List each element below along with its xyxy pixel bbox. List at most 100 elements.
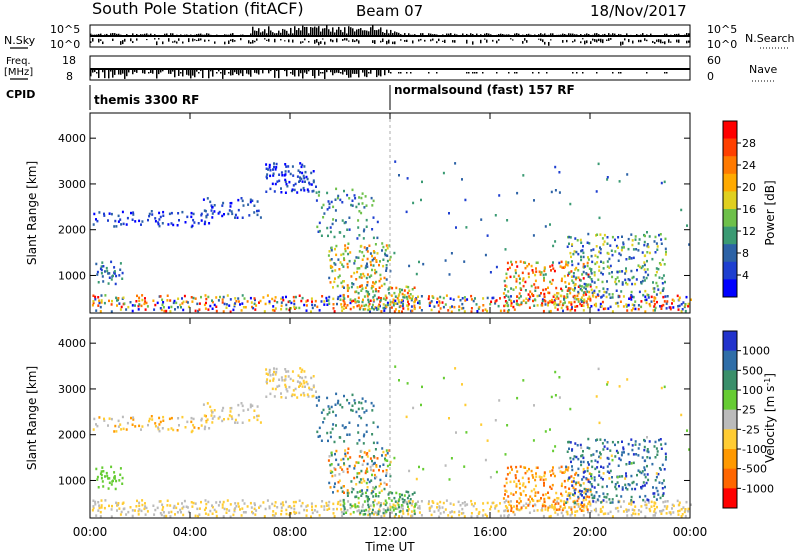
power-cell [417,295,419,298]
power-cell [595,234,597,237]
velocity-cell [211,417,214,420]
power-cell [595,286,598,289]
power-cell [298,306,301,310]
noise-search-bar [264,38,266,40]
power-cell [362,229,365,233]
power-cell [570,307,573,311]
velocity-cell [272,377,275,380]
noise-sky-bar [534,34,536,36]
noise-sky-bar [674,34,676,36]
power-cell [249,296,252,300]
velocity-cell [626,514,629,517]
velocity-cell [625,472,627,475]
velocity-cell [606,441,609,444]
velocity-cell [414,505,416,508]
power-cell [356,270,359,274]
power-cell [609,305,612,309]
velocity-cell [571,511,573,514]
power-cell [590,305,593,308]
power-cell [611,271,613,274]
power-cell [353,271,356,275]
velocity-cell [528,467,530,471]
velocity-cell [617,500,620,504]
cpid-mode-normalsound: normalsound (fast) 157 RF [394,83,575,97]
velocity-cell [290,506,293,510]
power-cell [377,296,380,299]
velocity-cell [600,465,602,468]
nave-dot [436,72,438,74]
velocity-cell [131,423,134,426]
velocity-cell [384,457,386,460]
nave-dot [508,72,510,74]
power-cell [497,304,500,308]
nave-bar [194,69,196,78]
velocity-cell [547,506,550,509]
power-cell [437,304,440,307]
noise-sky-bar [394,31,396,36]
power-cell [343,189,345,193]
nave-dot [290,72,292,74]
power-cell [620,290,623,293]
velocity-cell [462,511,465,515]
velocity-cell [310,515,312,518]
noise-sky-bar [664,33,666,36]
velocity-cell [388,449,391,452]
noise-sky-bar [318,26,320,36]
power-cell [353,262,356,265]
velocity-cell [371,459,373,463]
power-cell [371,268,373,272]
velocity-cell [179,508,182,512]
velocity-cell [577,457,580,461]
power-cell [680,310,683,313]
power-cell [323,303,326,306]
y-tick-label: 2000 [58,429,86,442]
power-cell [366,273,369,276]
velocity-cell [463,515,466,518]
power-cell [263,310,266,313]
velocity-cell [393,456,396,460]
power-cell [303,165,306,168]
power-cell [631,282,634,286]
velocity-cell [552,449,555,453]
power-cell [486,296,489,300]
power-cell [628,256,631,259]
nave-bar [274,69,276,78]
power-cell [301,180,304,183]
noise-search-bar [678,39,680,43]
power-cell [486,309,488,313]
velocity-cell [394,507,397,510]
velocity-cell [366,470,369,473]
velocity-cell [574,491,576,495]
power-cell [388,244,391,247]
power-cell [298,294,301,297]
velocity-cell [143,507,146,511]
velocity-cell [573,505,576,509]
power-cell [98,211,101,214]
velocity-cell [370,492,373,495]
power-cell [312,180,315,184]
noise-sky-bar [626,33,628,36]
velocity-cell [383,487,386,491]
velocity-cell [566,512,569,516]
power-cell [386,301,389,305]
power-cell [553,299,556,302]
velocity-cell [398,505,400,509]
velocity-cell [452,503,455,506]
velocity-cell [527,504,530,507]
noise-search-bar [356,39,358,42]
velocity-cell [410,503,413,507]
velocity-cell [598,470,601,474]
noise-search-bar [454,40,456,43]
power-cell [510,299,513,303]
noise-sky-bar [566,34,568,36]
noise-search-bar [472,41,474,45]
power-cell [660,304,663,308]
power-cell [349,251,352,254]
noise-sky-bar [524,34,526,36]
power-cell [535,267,537,270]
velocity-cell [372,441,375,445]
noise-search-bar [654,41,656,44]
velocity-cell [551,503,553,507]
power-cell [583,298,586,301]
velocity-cell [621,451,624,454]
